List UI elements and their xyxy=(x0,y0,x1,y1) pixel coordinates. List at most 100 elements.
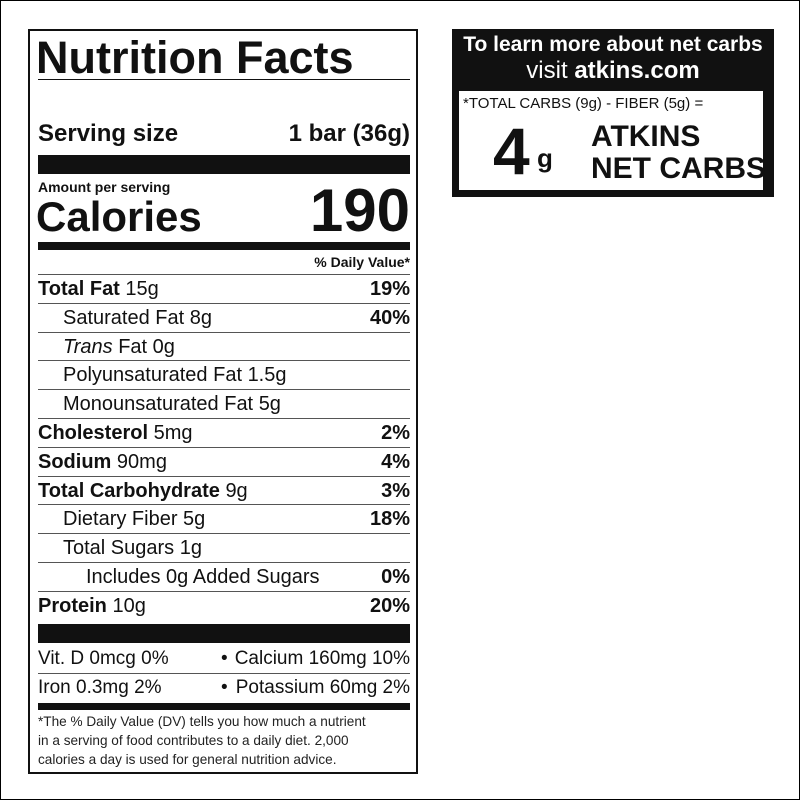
rule xyxy=(38,475,410,477)
vitamin: Potassium 60mg 2% xyxy=(235,677,410,698)
serving-value: 1 bar (36g) xyxy=(288,120,410,147)
daily-value: 19% xyxy=(369,278,410,300)
nutrient-name: Dietary Fiber xyxy=(63,508,178,531)
nutrient-amount: 15g xyxy=(125,278,159,300)
brand: ATKINS xyxy=(591,120,701,153)
nutrient-row: Includes 0g Added Sugars 0% xyxy=(38,563,410,591)
rule xyxy=(38,446,410,448)
nutrient: Dietary Fiber 5g xyxy=(63,505,205,533)
rule xyxy=(38,418,410,419)
nutrient-name: Total Fat xyxy=(38,278,120,300)
vitamin-row: Iron 0.3mg 2% • Potassium 60mg 2% xyxy=(38,674,410,702)
net-carb-box: *TOTAL CARBS (9g) - FIBER (5g) = 4 g ATK… xyxy=(459,91,767,190)
site: atkins.com xyxy=(574,57,700,84)
rule xyxy=(38,331,410,333)
formula: *TOTAL CARBS (9g) - FIBER (5g) = xyxy=(463,95,704,112)
bullet: • xyxy=(221,677,228,698)
nutrient-amount: 1.5g xyxy=(247,364,287,387)
daily-value: 0% xyxy=(381,566,410,588)
nutrient-name: Polyunsaturated Fat xyxy=(63,364,242,387)
nutrient: Saturated Fat 8g xyxy=(63,304,212,332)
calories-value: 190 xyxy=(309,177,410,244)
nutrient-amount: 1g xyxy=(179,537,202,560)
nutrient-row: Monounsaturated Fat 5g xyxy=(38,390,410,418)
nutrient-row: Sodium 90mg 4% xyxy=(38,448,410,476)
rule xyxy=(38,504,410,506)
nutrient-amount: 9g xyxy=(225,479,248,502)
vitamin: Vit. D 0mcg 0% xyxy=(38,648,169,669)
rule xyxy=(38,673,410,674)
daily-value: 3% xyxy=(381,479,410,502)
nutrient: Total Fat 15g xyxy=(38,275,159,303)
vitamin: Calcium 160mg 10% xyxy=(234,648,410,669)
net-carb-number: 4 xyxy=(493,114,530,188)
rule xyxy=(38,274,410,275)
nutrient-row: Saturated Fat 8g 40% xyxy=(38,304,410,332)
nutrient: Cholesterol 5mg xyxy=(38,419,193,447)
net-carbs: NET CARBS xyxy=(591,152,767,185)
thick-bar xyxy=(38,155,410,174)
nutrient-amount: 8g xyxy=(189,306,212,329)
daily-value: 20% xyxy=(369,594,410,617)
nutrient-row: Trans Fat 0g xyxy=(38,333,410,361)
nutrient-row: Polyunsaturated Fat 1.5g xyxy=(38,361,410,389)
nutrient-row: Dietary Fiber 5g 18% xyxy=(38,505,410,533)
daily-value: 2% xyxy=(381,422,410,444)
nutrient-amount: 5g xyxy=(258,393,281,416)
vitamin: Iron 0.3mg 2% xyxy=(38,677,162,698)
amount-per-serving: Amount per serving xyxy=(38,179,171,195)
rule xyxy=(38,562,410,563)
promo-line2: visit atkins.com xyxy=(452,57,774,85)
footnote: calories a day is used for general nutri… xyxy=(38,752,337,767)
nutrient-name: Protein xyxy=(38,594,107,617)
bullet: • xyxy=(221,648,228,669)
daily-value: 40% xyxy=(369,306,410,329)
daily-value: 4% xyxy=(381,450,410,473)
thick-bar xyxy=(38,624,410,643)
rule xyxy=(38,79,410,80)
nutrient: Sodium 90mg xyxy=(38,448,167,476)
rule xyxy=(38,302,410,304)
net-carb-unit: g xyxy=(537,143,553,173)
nutrient-name: Cholesterol xyxy=(38,422,149,444)
nutrient-name: Fat xyxy=(118,335,148,358)
nutrient-amount: 10g xyxy=(112,594,146,617)
nutrient-amount: 90mg xyxy=(116,450,167,473)
nutrition-label: Nutrition Facts Serving size 1 bar (36g)… xyxy=(28,29,418,774)
nutrient: Monounsaturated Fat 5g xyxy=(63,390,281,418)
rule xyxy=(38,590,410,592)
rule xyxy=(38,533,410,535)
nutrient-row: Total Fat 15g 19% xyxy=(38,275,410,303)
dv-header: % Daily Value* xyxy=(314,254,410,270)
nutrient-name: Sodium xyxy=(38,450,112,473)
rule xyxy=(38,389,410,391)
nutrient-name: Monounsaturated Fat xyxy=(63,393,254,416)
promo-line1: To learn more about net carbs xyxy=(463,33,763,56)
nutrient: Polyunsaturated Fat 1.5g xyxy=(63,361,287,389)
medium-bar xyxy=(38,703,410,710)
italic-prefix: Trans xyxy=(63,335,113,358)
nutrient-row: Protein 10g 20% xyxy=(38,592,410,620)
calories-label: Calories xyxy=(36,193,202,240)
nutrient: Protein 10g xyxy=(38,592,146,620)
footnote: in a serving of food contributes to a da… xyxy=(38,733,349,748)
nutrient-name: Saturated Fat xyxy=(63,306,185,329)
nutrient-amount: 5mg xyxy=(153,422,193,444)
rule xyxy=(38,360,410,362)
nutrient-name: Total Sugars xyxy=(63,537,175,560)
visit: visit xyxy=(526,57,568,84)
promo-box: To learn more about net carbs visit atki… xyxy=(452,29,774,197)
vitamin-row: Vit. D 0mcg 0% • Calcium 160mg 10% xyxy=(38,645,410,673)
nutrient-amount: 5g xyxy=(183,508,206,531)
nutrient: Total Sugars 1g xyxy=(63,534,202,562)
serving-label: Serving size xyxy=(38,120,179,147)
nutrient: Trans Fat 0g xyxy=(63,333,175,361)
nutrient-amount: 0g xyxy=(152,335,175,358)
daily-value: 18% xyxy=(369,508,410,531)
medium-bar xyxy=(38,242,410,250)
title: Nutrition Facts xyxy=(36,32,354,83)
nutrient-name: Total Carbohydrate xyxy=(38,479,220,502)
nutrient: Total Carbohydrate 9g xyxy=(38,477,248,505)
nutrient-row: Total Sugars 1g xyxy=(38,534,410,562)
